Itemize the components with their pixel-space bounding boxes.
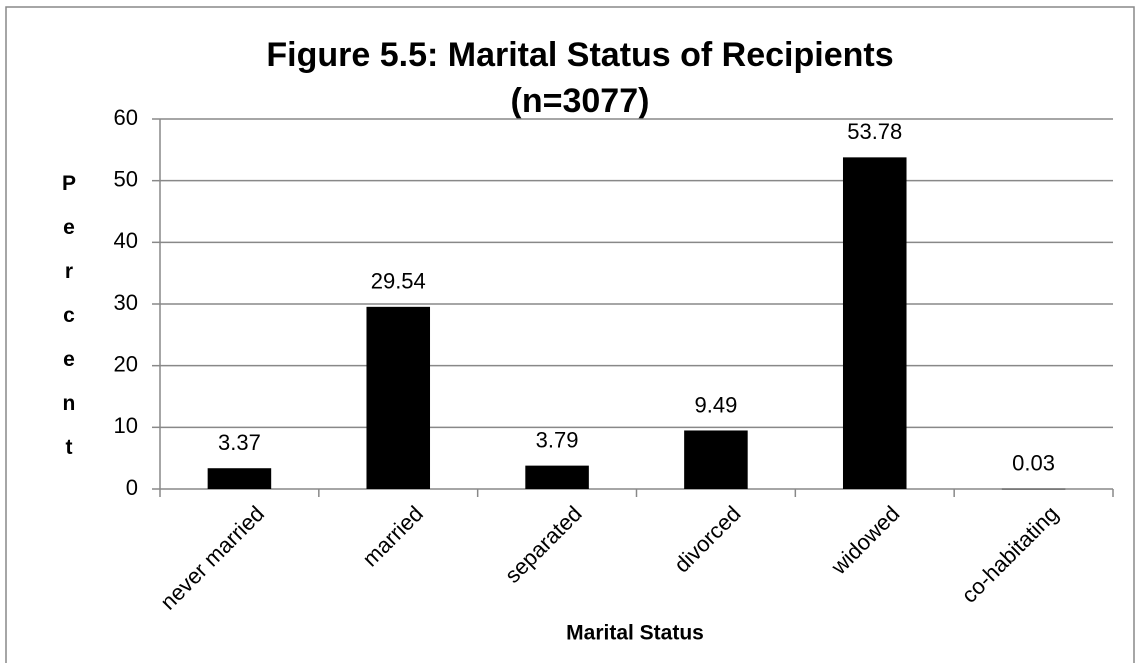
y-tick-label: 20 xyxy=(114,351,138,376)
chart-title: Figure 5.5: Marital Status of Recipients xyxy=(266,36,893,74)
y-tick-label: 0 xyxy=(126,475,138,500)
bar xyxy=(842,157,907,489)
y-axis-title: Percent xyxy=(57,172,80,480)
x-axis-title: Marital Status xyxy=(566,622,704,645)
data-label: 29.54 xyxy=(371,269,426,294)
y-tick-label: 30 xyxy=(114,290,138,315)
chart-title: (n=3077) xyxy=(511,82,650,120)
bar xyxy=(525,465,589,489)
data-label: 3.79 xyxy=(536,427,579,452)
bar xyxy=(207,468,272,489)
data-label: 53.78 xyxy=(847,119,902,144)
data-label: 3.37 xyxy=(218,430,261,455)
bar xyxy=(366,306,431,489)
bar xyxy=(684,430,748,489)
bar xyxy=(1001,488,1066,490)
y-tick-label: 10 xyxy=(114,413,138,438)
y-tick-label: 40 xyxy=(114,228,138,253)
chart-frame xyxy=(5,6,1135,663)
y-tick-label: 60 xyxy=(114,105,138,130)
data-label: 9.49 xyxy=(695,392,738,417)
y-tick-label: 50 xyxy=(114,166,138,191)
data-label: 0.03 xyxy=(1012,451,1055,476)
